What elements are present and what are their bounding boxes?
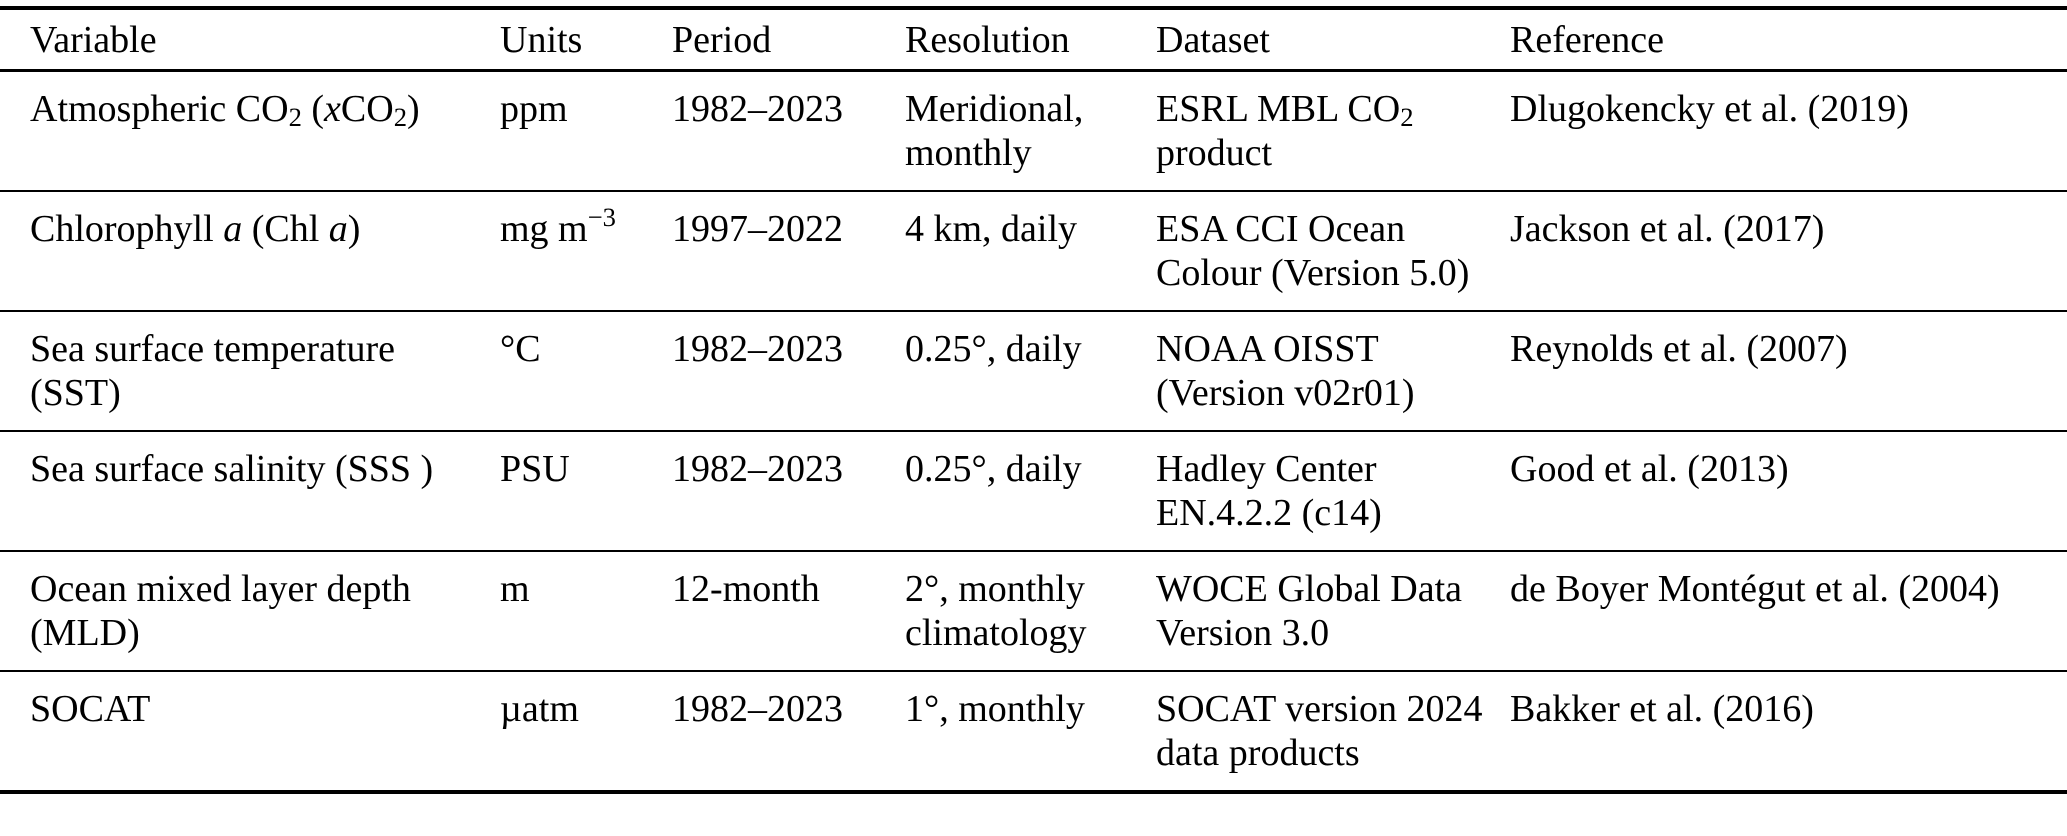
paper-table: Variable Units Period Resolution Dataset… [0,6,2067,794]
cell-period: 1982–2023 [672,328,843,370]
cell-resolution: 2°, monthly climatology [905,568,1087,654]
cell-reference: Jackson et al. (2017) [1510,208,1825,250]
cell-resolution: 4 km, daily [905,208,1078,250]
cell-variable: Atmospheric CO2 (xCO2) [30,88,420,133]
cell-units: µatm [500,688,579,730]
column-header-units: Units [500,8,672,72]
cell-reference: Bakker et al. (2016) [1510,688,1814,730]
cell-units: °C [500,328,541,370]
cell-period: 1997–2022 [672,208,843,250]
column-header-period: Period [672,8,905,72]
cell-period: 1982–2023 [672,688,843,730]
table-row: Atmospheric CO2 (xCO2) ppm 1982–2023 Meridi… [0,71,2067,191]
cell-resolution: 0.25°, daily [905,448,1082,490]
cell-variable: Sea surface temperature (SST) [30,328,396,414]
cell-units: PSU [500,448,570,490]
column-header-resolution: Resolution [905,8,1156,72]
cell-period: 1982–2023 [672,88,843,130]
table-row: SOCAT µatm 1982–2023 1°, monthly SOCAT versi… [0,671,2067,792]
cell-reference: Good et al. (2013) [1510,448,1789,490]
table-row: Sea surface temperature (SST) °C 1982–2023… [0,311,2067,431]
cell-resolution: 0.25°, daily [905,328,1082,370]
cell-period: 1982–2023 [672,448,843,490]
cell-dataset: WOCE Global Data Version 3.0 [1156,568,1463,654]
table-row: Ocean mixed layer depth (MLD) m 12-month 2°… [0,551,2067,671]
cell-variable: Sea surface salinity (SSS ) [30,448,434,490]
cell-variable: Ocean mixed layer depth (MLD) [30,568,411,654]
cell-variable: Chlorophyll a (Chl a) [30,208,361,250]
table-row: Sea surface salinity (SSS ) PSU 1982–2023 0… [0,431,2067,551]
column-header-dataset: Dataset [1156,8,1510,72]
cell-dataset: SOCAT version 2024 data products [1156,688,1483,774]
cell-resolution: 1°, monthly [905,688,1085,730]
cell-dataset: ESA CCI Ocean Colour (Version 5.0) [1156,208,1470,294]
table-body: Atmospheric CO2 (xCO2) ppm 1982–2023 Meridi… [0,71,2067,792]
column-header-reference: Reference [1510,8,2067,72]
header-row: Variable Units Period Resolution Dataset… [0,8,2067,72]
cell-dataset: ESRL MBL CO2 product [1156,88,1414,174]
cell-resolution: Meridional, monthly [905,88,1084,174]
cell-dataset: NOAA OISST (Version v02r01) [1156,328,1415,414]
table-row: Chlorophyll a (Chl a) mg m−3 1997–2022 4 km… [0,191,2067,311]
cell-units: m [500,568,530,610]
column-header-variable: Variable [0,8,500,72]
cell-reference: Dlugokencky et al. (2019) [1510,88,1909,130]
cell-dataset: Hadley Center EN.4.2.2 (c14) [1156,448,1382,534]
cell-reference: de Boyer Montégut et al. (2004) [1510,568,2000,610]
cell-variable: SOCAT [30,688,151,730]
cell-units: mg m−3 [500,202,616,250]
cell-period: 12-month [672,568,820,610]
cell-reference: Reynolds et al. (2007) [1510,328,1848,370]
cell-units: ppm [500,88,568,130]
